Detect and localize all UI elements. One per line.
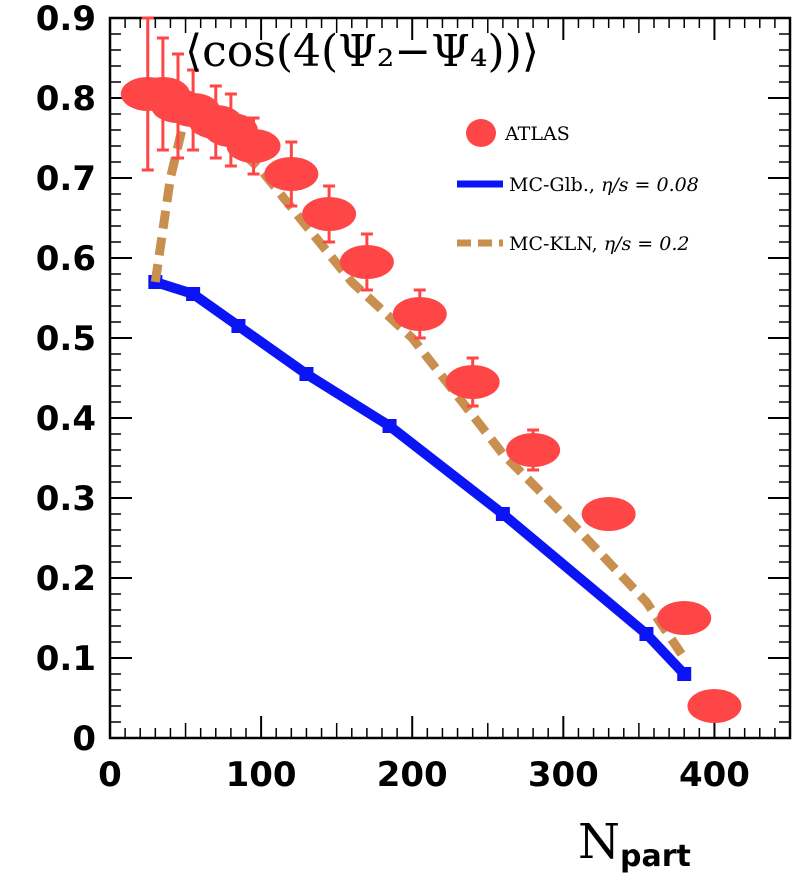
series-line-point bbox=[231, 319, 246, 333]
legend-marker-atlas bbox=[466, 119, 496, 147]
series-line-point bbox=[382, 419, 397, 433]
y-tick-label: 0 bbox=[72, 719, 96, 759]
series-line-point bbox=[186, 287, 201, 301]
atlas-point bbox=[581, 497, 636, 531]
y-tick-labels: 0 0.1 0.2 0.3 0.4 0.5 0.6 0.7 0.8 0.9 bbox=[36, 0, 96, 759]
y-tick-label: 0.5 bbox=[36, 319, 96, 359]
legend: ATLAS MC-Glb., η/s = 0.08 MC-KLN, η/s = … bbox=[457, 119, 699, 255]
series-line-point bbox=[639, 627, 654, 641]
atlas-point bbox=[657, 601, 712, 635]
x-tick-label: 0 bbox=[98, 755, 122, 795]
y-tick-label: 0.6 bbox=[36, 239, 96, 279]
atlas-points bbox=[120, 16, 742, 723]
y-tick-label: 0.7 bbox=[36, 159, 96, 199]
legend-label-mc-kln-param: η/s = 0.2 bbox=[604, 233, 690, 255]
legend-label-mc-glb-prefix: MC-Glb., bbox=[509, 174, 601, 196]
atlas-point bbox=[339, 245, 394, 279]
series-line-1 bbox=[153, 277, 688, 678]
plot-frame bbox=[108, 16, 792, 740]
x-axis-label-main: N bbox=[578, 814, 620, 870]
x-axis-label-sub: part bbox=[620, 839, 691, 874]
atlas-point bbox=[445, 365, 500, 399]
y-tick-label: 0.3 bbox=[36, 479, 96, 519]
x-axis-label: Npart bbox=[578, 814, 691, 874]
x-tick-label: 200 bbox=[377, 755, 448, 795]
atlas-point bbox=[506, 433, 561, 467]
x-tick-label: 300 bbox=[528, 755, 599, 795]
series-line-point bbox=[495, 507, 510, 521]
atlas-point bbox=[226, 129, 281, 163]
y-tick-label: 0.1 bbox=[36, 639, 96, 679]
atlas-point bbox=[264, 157, 319, 191]
series-lines bbox=[148, 109, 692, 681]
x-tick-label: 100 bbox=[226, 755, 297, 795]
x-tick-label: 400 bbox=[679, 755, 750, 795]
legend-label-atlas: ATLAS bbox=[504, 123, 570, 145]
y-tick-label: 0.9 bbox=[36, 0, 96, 39]
y-tick-label: 0.8 bbox=[36, 79, 96, 119]
atlas-point bbox=[302, 197, 357, 231]
axis-ticks bbox=[109, 17, 790, 739]
series-line-point bbox=[299, 367, 314, 381]
legend-label-mc-glb: MC-Glb., η/s = 0.08 bbox=[509, 174, 699, 196]
chart-title: ⟨cos(4(Ψ₂−Ψ₄))⟩ bbox=[185, 26, 539, 77]
legend-label-mc-kln: MC-KLN, η/s = 0.2 bbox=[509, 233, 689, 255]
atlas-point bbox=[687, 689, 742, 723]
y-tick-label: 0.2 bbox=[36, 559, 96, 599]
legend-label-mc-glb-param: η/s = 0.08 bbox=[601, 174, 699, 196]
x-tick-labels: 0 100 200 300 400 bbox=[98, 755, 750, 795]
legend-label-mc-kln-prefix: MC-KLN, bbox=[509, 233, 604, 255]
y-tick-label: 0.4 bbox=[36, 399, 96, 439]
atlas-point bbox=[392, 297, 447, 331]
series-line-point bbox=[677, 667, 692, 681]
